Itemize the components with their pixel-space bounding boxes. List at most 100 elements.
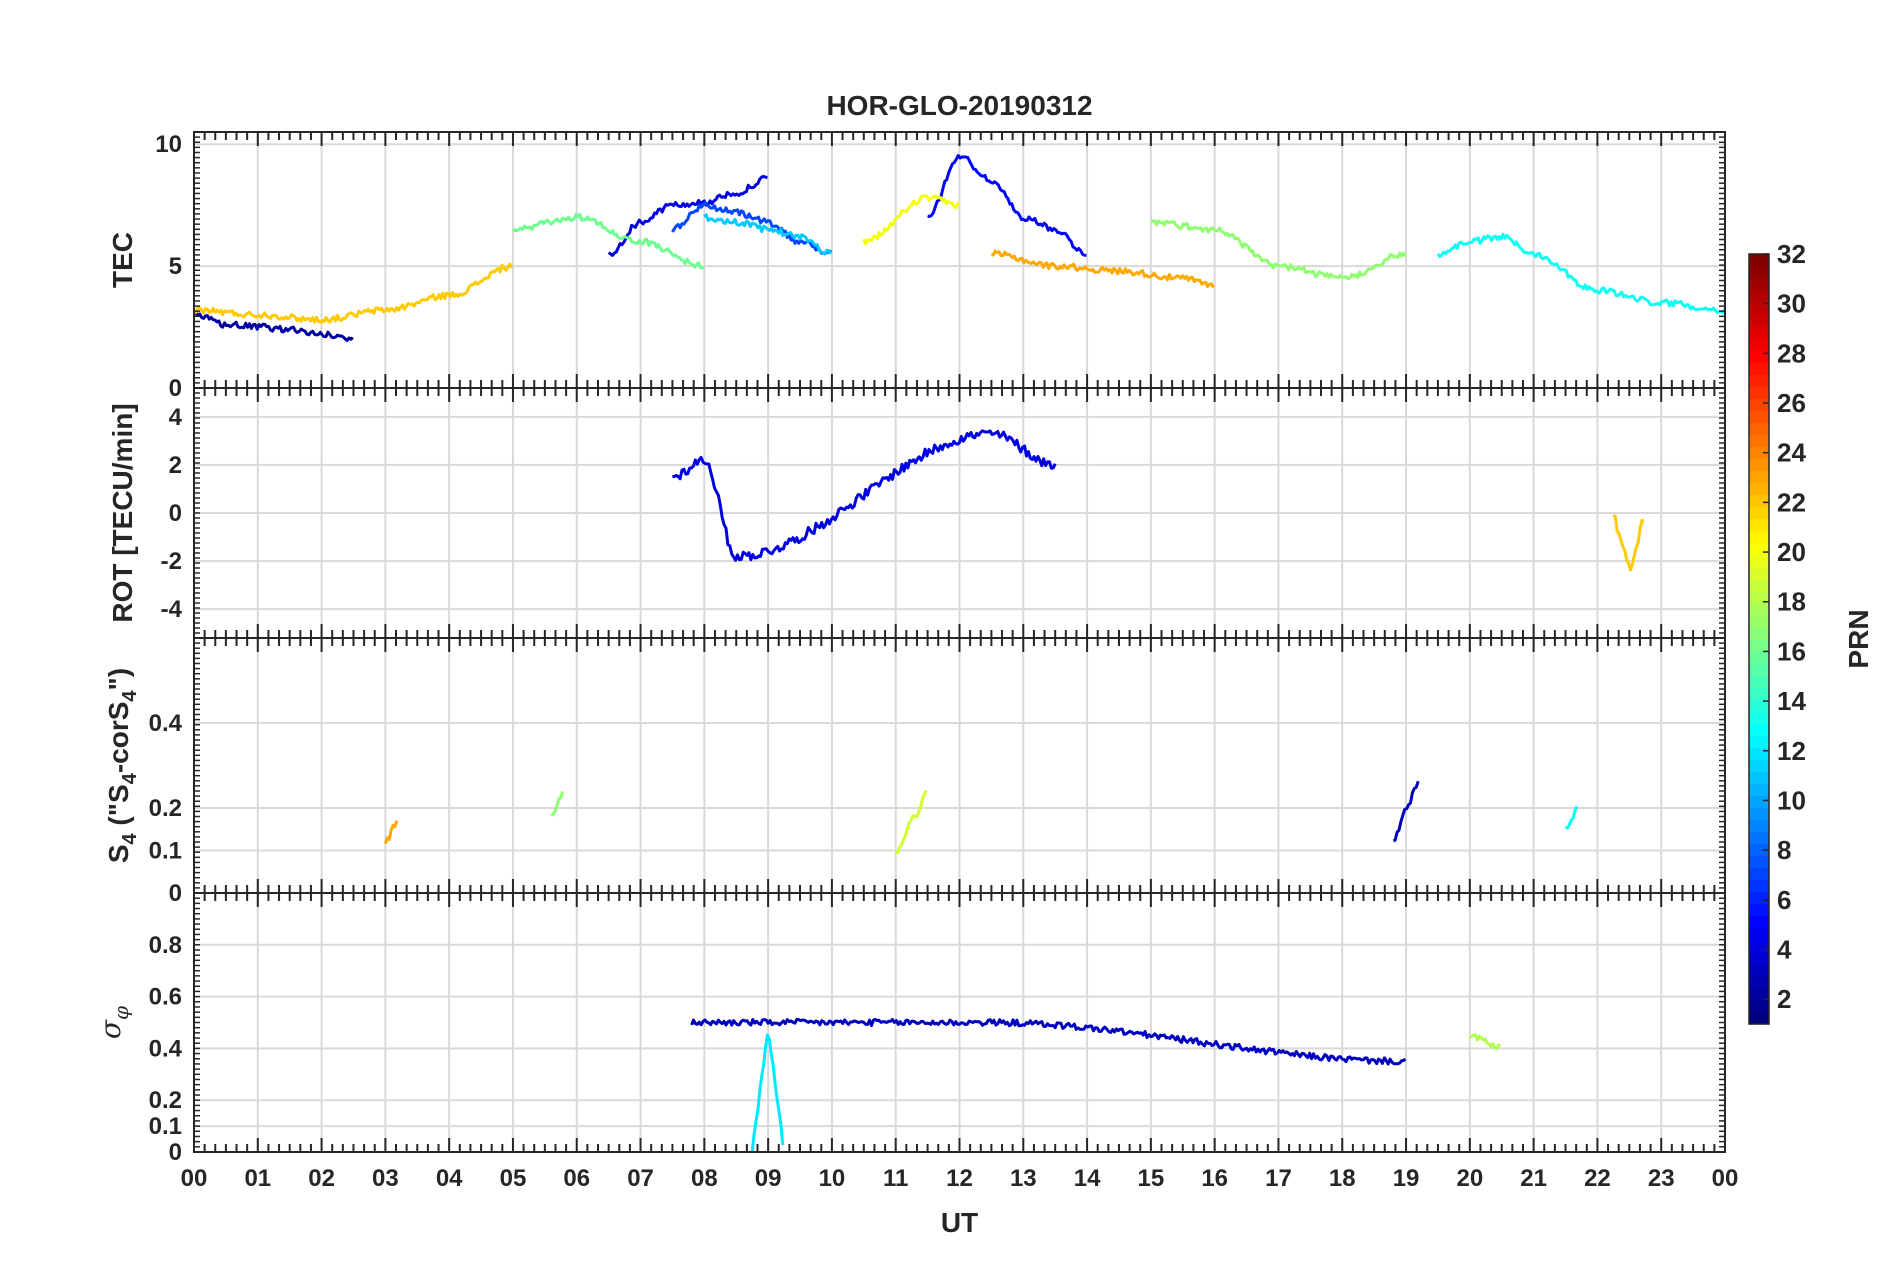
colorbar-swatch <box>1749 374 1769 387</box>
series-prn-19 <box>895 789 928 855</box>
colorbar-swatch <box>1749 542 1769 556</box>
x-tick-label: 00 <box>181 1165 208 1192</box>
y-axis-label-part: 4 <box>119 690 141 702</box>
colorbar-swatch <box>1749 927 1769 941</box>
colorbar-swatch <box>1749 843 1769 857</box>
colorbar-swatch <box>1749 278 1769 291</box>
colorbar-swatch <box>1749 651 1769 664</box>
y-tick-label: 0.8 <box>149 932 182 959</box>
colorbar-swatch <box>1749 458 1769 472</box>
x-tick-label: 00 <box>1712 1165 1739 1192</box>
y-tick-label: 0.4 <box>149 1035 183 1062</box>
colorbar-swatch <box>1749 939 1769 953</box>
colorbar-swatch <box>1749 494 1769 508</box>
series-prn-13 <box>1564 805 1579 830</box>
x-tick-label: 06 <box>563 1165 590 1192</box>
colorbar-swatch <box>1749 518 1769 532</box>
colorbar-tick-label: 20 <box>1777 537 1806 567</box>
colorbar-swatch <box>1749 362 1769 375</box>
y-axis-label-rot: ROT [TECU/min] <box>107 403 138 622</box>
colorbar-tick-label: 16 <box>1777 636 1806 666</box>
colorbar-swatch <box>1749 590 1769 604</box>
y-tick-label: 0 <box>169 1139 182 1166</box>
colorbar-tick-label: 14 <box>1777 686 1806 716</box>
series-prn-23 <box>383 820 399 845</box>
colorbar-swatch <box>1749 266 1769 279</box>
colorbar-swatch <box>1749 326 1769 339</box>
series-group-tec <box>194 154 1725 342</box>
y-tick-label: 0.1 <box>149 1113 182 1140</box>
y-tick-label: -4 <box>161 596 183 623</box>
x-tick-label: 21 <box>1520 1165 1547 1192</box>
colorbar-swatch <box>1749 566 1769 580</box>
y-axis-label-part: ("S <box>103 784 134 833</box>
minor-ticks-s4 <box>193 637 1726 894</box>
colorbar-tick-label: 18 <box>1777 587 1806 617</box>
x-tick-label: 05 <box>500 1165 527 1192</box>
y-tick-label: 0.4 <box>149 710 183 737</box>
x-tick-label: 11 <box>883 1165 908 1192</box>
colorbar-swatch <box>1749 350 1769 363</box>
colorbar-swatch <box>1749 867 1769 881</box>
colorbar-swatch <box>1749 879 1769 893</box>
colorbar-swatch <box>1749 903 1769 917</box>
colorbar-swatch <box>1749 314 1769 327</box>
colorbar-swatch <box>1749 338 1769 351</box>
colorbar-tick-label: 12 <box>1777 736 1806 766</box>
y-tick-labels-tec: 0 5 10 <box>155 131 182 402</box>
series-prn-11 <box>703 213 832 256</box>
colorbar-tick-label: 10 <box>1777 785 1806 815</box>
colorbar-swatch <box>1749 626 1769 640</box>
colorbar-swatch <box>1749 410 1769 424</box>
series-group-s4 <box>383 780 1579 855</box>
colorbar-tick-label: 6 <box>1777 885 1791 915</box>
colorbar-tick-label: 30 <box>1777 289 1806 319</box>
colorbar-swatch <box>1749 506 1769 520</box>
colorbar-swatch <box>1749 614 1769 628</box>
colorbar-swatch <box>1749 975 1769 989</box>
x-tick-label: 23 <box>1648 1165 1675 1192</box>
colorbar-swatch <box>1749 434 1769 448</box>
colorbar-swatch <box>1749 530 1769 544</box>
colorbar-swatch <box>1749 915 1769 929</box>
colorbar-swatch <box>1749 470 1769 484</box>
y-axis-label-part: ") <box>103 668 134 691</box>
colorbar-swatch <box>1749 446 1769 460</box>
y-tick-label: 4 <box>169 404 183 431</box>
colorbar-swatch <box>1749 386 1769 399</box>
panel-rot: -4 -2 0 2 4 ROT [TECU/min] <box>107 387 1726 639</box>
colorbar-tick-label: 2 <box>1777 984 1791 1014</box>
colorbar-tick-label: 4 <box>1777 934 1792 964</box>
colorbar-tick-label: 22 <box>1777 487 1806 517</box>
colorbar-swatch <box>1749 602 1769 616</box>
colorbar-swatch <box>1749 795 1769 809</box>
x-tick-label: 01 <box>244 1165 271 1192</box>
y-tick-label: 2 <box>169 452 182 479</box>
colorbar-tick-label: 26 <box>1777 388 1806 418</box>
colorbar-swatch <box>1749 663 1769 676</box>
y-axis-label-part: 4 <box>119 832 141 844</box>
y-tick-label: 0.2 <box>149 1087 182 1114</box>
y-axis-label-phi: φ <box>109 1006 133 1020</box>
x-tick-label: 12 <box>946 1165 973 1192</box>
series-prn-3 <box>690 1017 1407 1066</box>
y-axis-label-sigma_phi: σφ <box>94 1006 133 1039</box>
colorbar-frame <box>1748 253 1770 1025</box>
x-tick-label: 10 <box>819 1165 846 1192</box>
y-tick-label: 5 <box>169 253 182 280</box>
series-prn-13 <box>1436 232 1725 314</box>
minor-ticks-rot <box>193 387 1726 639</box>
x-tick-label: 16 <box>1201 1165 1228 1192</box>
x-tick-label: 13 <box>1010 1165 1037 1192</box>
colorbar-swatch <box>1749 482 1769 496</box>
y-axis-label-part: S <box>103 844 134 863</box>
x-tick-label: 20 <box>1456 1165 1483 1192</box>
colorbar-swatch <box>1749 783 1769 797</box>
colorbar-swatch <box>1749 999 1769 1013</box>
colorbar-swatch <box>1749 711 1769 724</box>
series-group-sigma_phi <box>690 1017 1502 1152</box>
colorbar-tick-label: 32 <box>1777 239 1806 269</box>
colorbar-swatch <box>1749 771 1769 784</box>
series-prn-17 <box>550 790 565 817</box>
